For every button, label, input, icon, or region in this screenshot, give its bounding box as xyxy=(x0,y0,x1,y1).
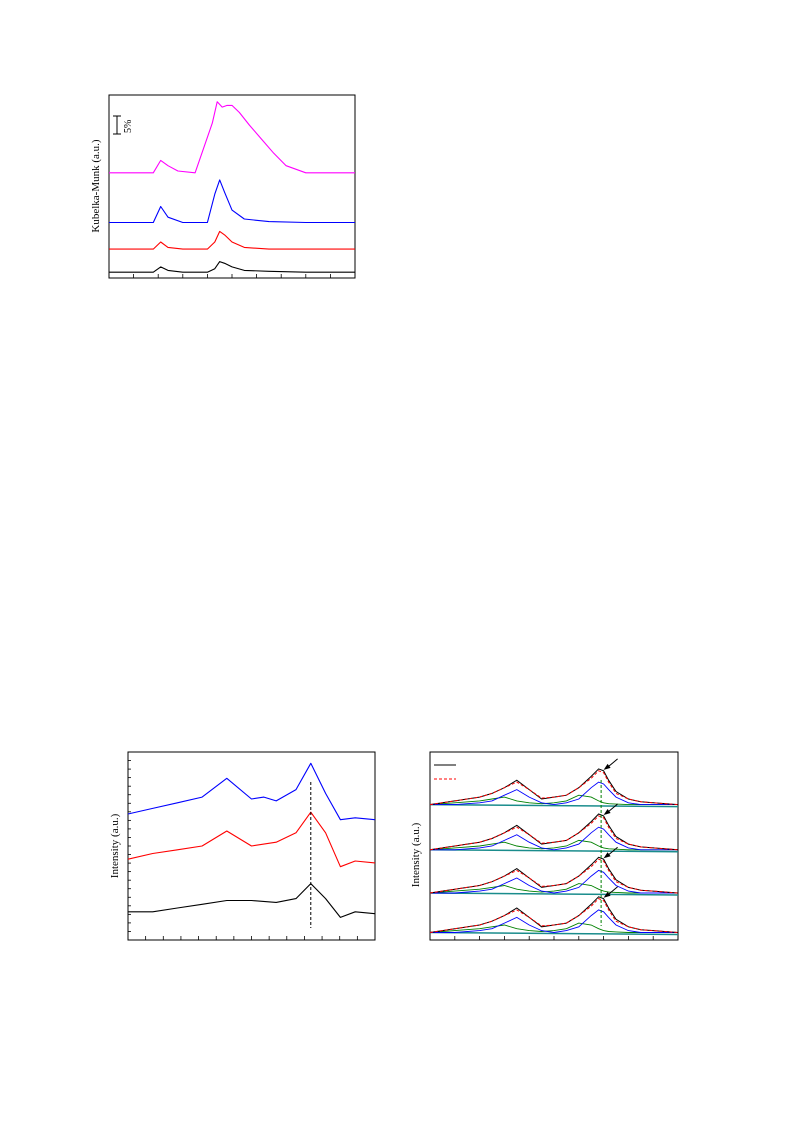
baseline-2 xyxy=(429,849,679,853)
series-line-0 xyxy=(128,883,376,918)
component-line-2-1 xyxy=(430,826,678,851)
y-axis-label: Kubelka-Munk (a.u.) xyxy=(90,139,102,233)
series-group xyxy=(109,101,355,273)
peak-arrowhead-1 xyxy=(603,852,611,859)
fitted-line-2 xyxy=(429,815,679,851)
component-line-1-1 xyxy=(430,869,678,894)
fitted-line-0 xyxy=(429,898,679,933)
series-line-2 xyxy=(127,762,376,821)
peak-arrowhead-2 xyxy=(603,809,611,816)
component-line-3-0 xyxy=(429,794,678,806)
series-line-1 xyxy=(127,811,376,868)
series-line-1 xyxy=(109,230,355,250)
component-line-3-1 xyxy=(430,781,678,806)
series-group xyxy=(127,762,376,918)
component-line-0-1 xyxy=(430,909,678,933)
series-line-0 xyxy=(109,261,355,273)
axis-ticks xyxy=(128,760,358,940)
component-line-0-0 xyxy=(429,922,678,933)
peak-arrows xyxy=(603,758,618,898)
component-line-1-0 xyxy=(429,883,678,894)
series-group xyxy=(429,768,679,936)
component-line-2-0 xyxy=(429,839,678,851)
legend xyxy=(434,764,456,780)
baseline-1 xyxy=(429,892,679,896)
peak-arrowhead-0 xyxy=(603,891,611,898)
scale-bar: 5% xyxy=(113,115,134,135)
y-axis-label: Intensity (a.u.) xyxy=(410,822,422,887)
y-axis-label: Intensity (a.u.) xyxy=(109,813,121,878)
scale-bar-label: 5% xyxy=(123,120,134,133)
x-axis-ticks xyxy=(133,274,331,278)
series-line-2 xyxy=(109,179,355,224)
plot-frame xyxy=(429,751,679,941)
baseline-0 xyxy=(429,931,679,936)
fitted-line-1 xyxy=(429,858,679,894)
fitted-line-3 xyxy=(429,770,679,806)
x-axis-ticks xyxy=(454,936,654,940)
series-line-3 xyxy=(109,101,355,174)
peak-arrowhead-3 xyxy=(603,763,611,770)
baseline-3 xyxy=(429,803,679,808)
